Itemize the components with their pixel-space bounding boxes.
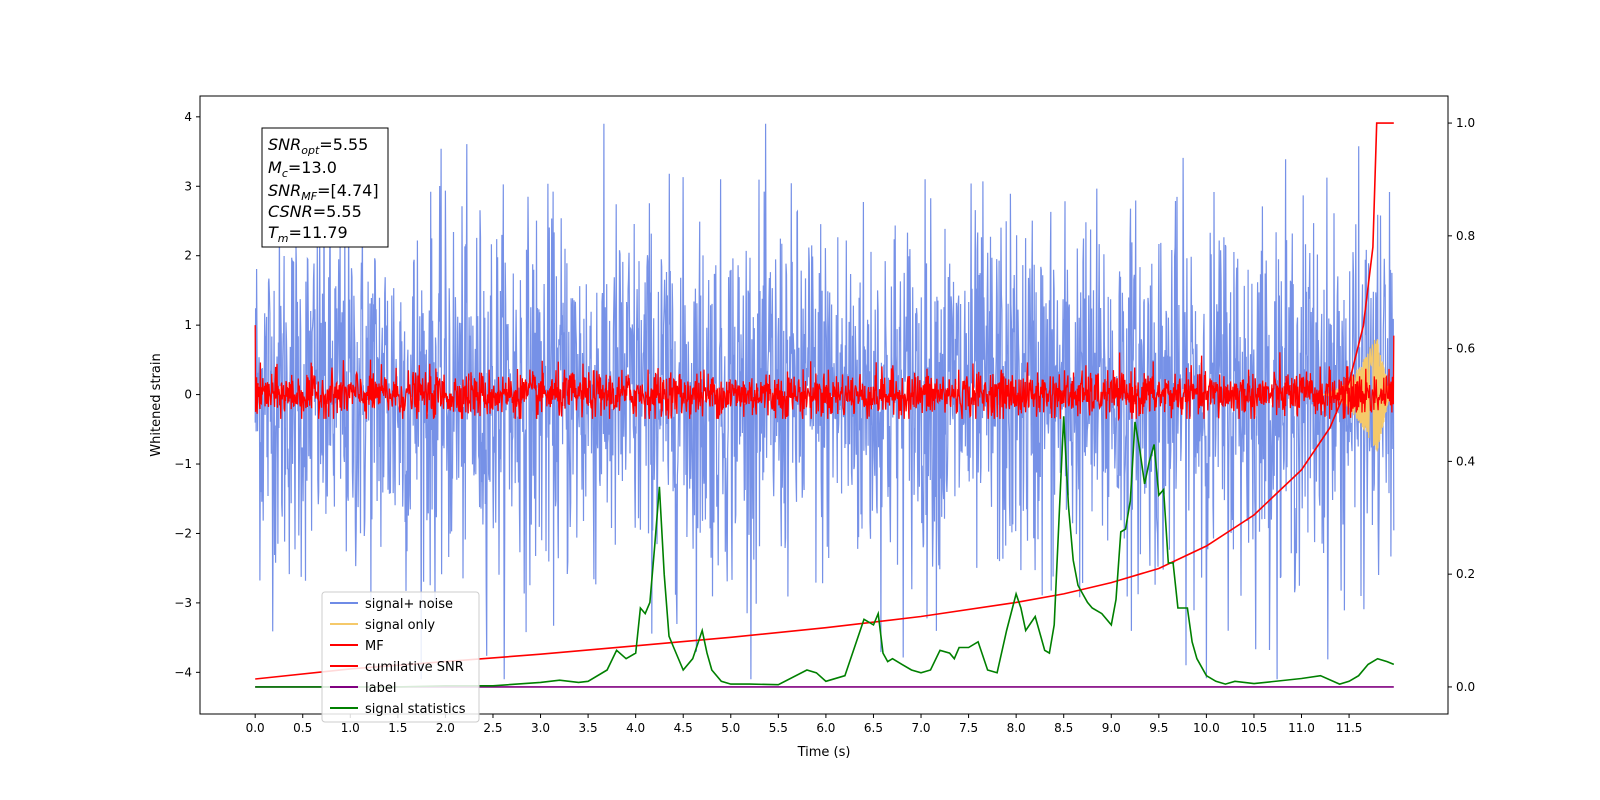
y-right-tick-label: 0.8 [1456, 229, 1475, 243]
x-axis: 0.0 0.5 1.0 1.5 2.0 2.5 3.0 3.5 4.0 4.5 5.0 5.5 6.0 6… [246, 714, 1363, 735]
x-tick-label: 10.5 [1241, 721, 1268, 735]
y-left-tick-label: 3 [184, 179, 192, 193]
x-tick-label: 2.0 [436, 721, 455, 735]
x-tick-label: 6.5 [864, 721, 883, 735]
y-right-tick-label: 0.4 [1456, 454, 1475, 468]
y-axis-right: 0.0 0.2 0.4 0.6 0.8 1.0 [1448, 116, 1475, 694]
annotation-line-tm: Tm=11.79 [268, 223, 348, 245]
y-left-tick-label: 4 [184, 110, 192, 124]
x-tick-label: 7.5 [959, 721, 978, 735]
legend: signal+ noise signal only MF cumilative … [321, 591, 480, 723]
y-left-tick-label: 0 [184, 388, 192, 402]
y-left-tick-label: −1 [174, 457, 192, 471]
annotation-frame [261, 127, 389, 248]
y-left-tick-label: 1 [184, 318, 192, 332]
cumulative-snr-line [255, 122, 1394, 680]
x-tick-label: 9.0 [1102, 721, 1121, 735]
svg-text:signal statistics: signal statistics [365, 702, 466, 717]
y-left-tick-label: −2 [174, 526, 192, 540]
legend-entry-label: label [330, 681, 396, 696]
x-tick-label: 5.0 [721, 721, 740, 735]
x-tick-label: 6.0 [816, 721, 835, 735]
x-tick-label: 8.5 [1054, 721, 1073, 735]
legend-entry-cumulative-snr: cumilative SNR [330, 660, 464, 675]
y-left-tick-label: −4 [174, 665, 192, 679]
legend-frame [321, 591, 480, 723]
svg-text:signal only: signal only [365, 618, 435, 633]
y-right-tick-label: 0.2 [1456, 567, 1475, 581]
annotation-line-snr-opt: SNRopt=5.55 [268, 135, 368, 157]
annotation-line-mc: Mc=13.0 [268, 158, 337, 180]
y-right-tick-label: 1.0 [1456, 116, 1475, 130]
x-tick-label: 8.0 [1007, 721, 1026, 735]
mf-series [254, 325, 1395, 422]
y-right-tick-label: 0.0 [1456, 680, 1475, 694]
y-axis-left: −4 −3 −2 −1 0 1 2 3 4 [174, 110, 200, 679]
y-right-tick-label: 0.6 [1456, 342, 1475, 356]
legend-entry-signal-only: signal only [330, 618, 435, 633]
x-tick-label: 5.5 [769, 721, 788, 735]
x-tick-label: 1.0 [341, 721, 360, 735]
x-tick-label: 7.0 [911, 721, 930, 735]
legend-entry-signal-statistics: signal statistics [330, 702, 466, 717]
x-tick-label: 1.5 [388, 721, 407, 735]
svg-text:signal+ noise: signal+ noise [365, 597, 453, 612]
svg-text:cumilative SNR: cumilative SNR [365, 660, 464, 675]
x-tick-label: 9.5 [1149, 721, 1168, 735]
x-tick-label: 3.0 [531, 721, 550, 735]
plot-border [199, 95, 1449, 715]
x-tick-label: 4.5 [674, 721, 693, 735]
legend-entry-mf: MF [330, 639, 384, 654]
x-tick-label: 11.0 [1288, 721, 1315, 735]
annotation-box: SNRopt=5.55 Mc=13.0 SNRMF=[4.74] CSNR=5.… [261, 127, 389, 248]
annotation-line-snr-mf: SNRMF=[4.74] [268, 181, 379, 203]
mf-line [254, 325, 1395, 422]
annotation-line-csnr: CSNR=5.55 [268, 202, 362, 221]
x-tick-label: 0.5 [293, 721, 312, 735]
y-left-tick-label: −3 [174, 596, 192, 610]
x-tick-label: 2.5 [483, 721, 502, 735]
signal-noise-line [254, 123, 1395, 680]
y-left-tick-label: 2 [184, 249, 192, 263]
x-tick-label: 11.5 [1336, 721, 1363, 735]
signal-noise-series [254, 123, 1395, 680]
x-tick-label: 4.0 [626, 721, 645, 735]
svg-text:label: label [365, 681, 396, 696]
signal-statistics-line [255, 416, 1395, 688]
x-tick-label: 10.0 [1193, 721, 1220, 735]
x-tick-label: 3.5 [579, 721, 598, 735]
y-axis-label: Whitened strain [149, 353, 164, 456]
legend-entry-signal-noise: signal+ noise [330, 597, 453, 612]
x-axis-label: Time (s) [797, 745, 851, 760]
svg-text:MF: MF [365, 639, 384, 654]
x-tick-label: 0.0 [246, 721, 265, 735]
